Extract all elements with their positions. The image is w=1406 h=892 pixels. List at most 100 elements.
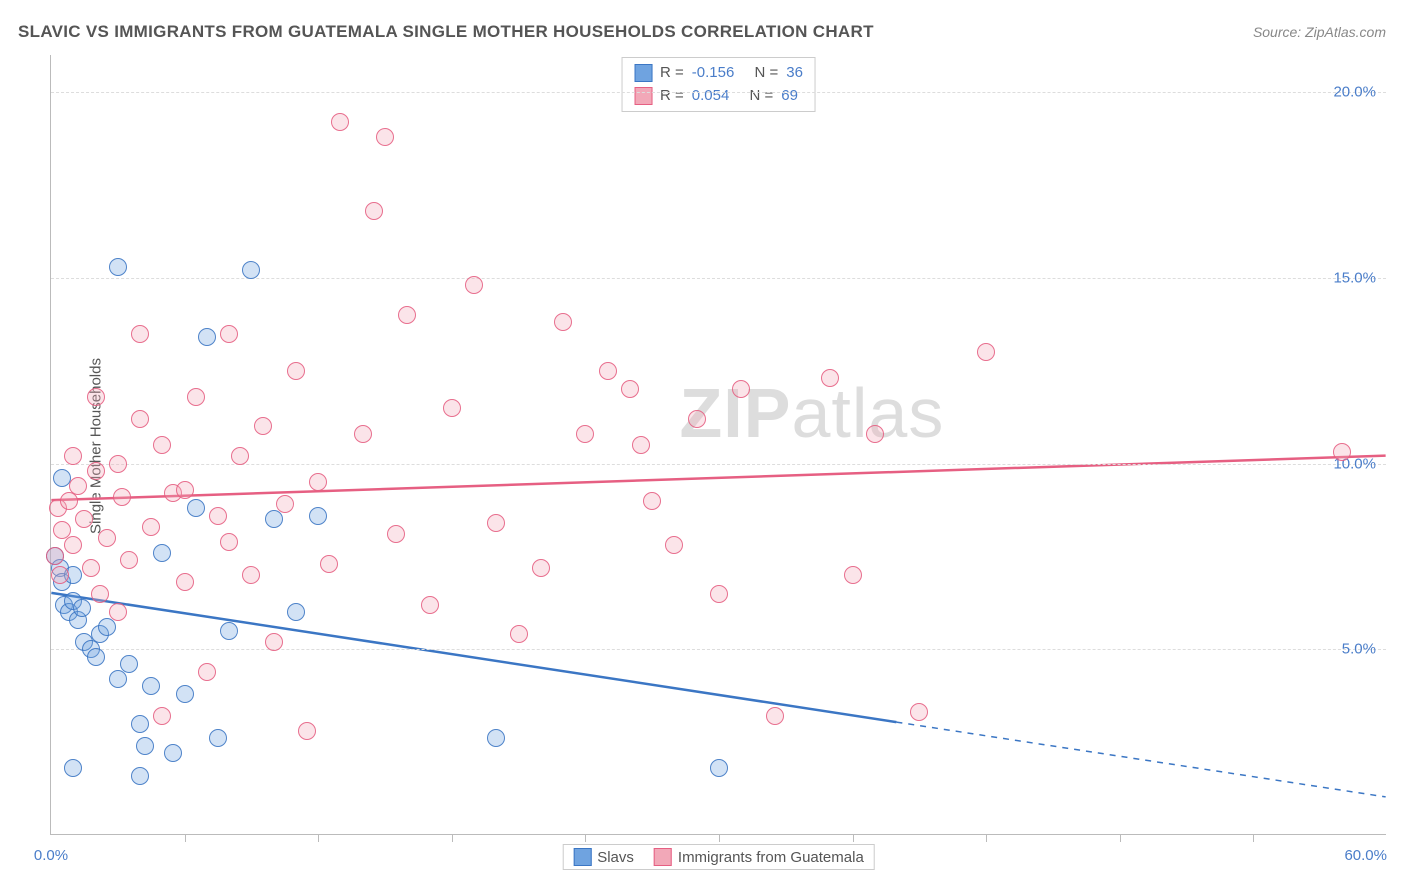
- data-point: [398, 306, 416, 324]
- data-point: [120, 551, 138, 569]
- data-point: [109, 258, 127, 276]
- y-tick-label: 5.0%: [1342, 641, 1376, 658]
- source-attribution: Source: ZipAtlas.com: [1253, 24, 1386, 40]
- data-point: [276, 495, 294, 513]
- data-point: [821, 369, 839, 387]
- data-point: [142, 677, 160, 695]
- data-point: [153, 707, 171, 725]
- data-point: [120, 655, 138, 673]
- data-point: [187, 388, 205, 406]
- swatch-guatemala: [634, 87, 652, 105]
- data-point: [1333, 443, 1351, 461]
- data-point: [287, 362, 305, 380]
- data-point: [320, 555, 338, 573]
- watermark: ZIPatlas: [680, 373, 945, 453]
- x-tick-label: 0.0%: [34, 847, 68, 864]
- data-point: [87, 462, 105, 480]
- data-point: [131, 767, 149, 785]
- data-point: [487, 729, 505, 747]
- data-point: [532, 559, 550, 577]
- data-point: [176, 481, 194, 499]
- data-point: [131, 715, 149, 733]
- data-point: [443, 399, 461, 417]
- data-point: [643, 492, 661, 510]
- data-point: [632, 436, 650, 454]
- x-tick: [719, 834, 720, 842]
- x-tick: [986, 834, 987, 842]
- x-tick: [318, 834, 319, 842]
- data-point: [109, 455, 127, 473]
- data-point: [209, 729, 227, 747]
- y-tick-label: 20.0%: [1333, 84, 1376, 101]
- data-point: [621, 380, 639, 398]
- data-point: [298, 722, 316, 740]
- data-point: [465, 276, 483, 294]
- chart-container: SLAVIC VS IMMIGRANTS FROM GUATEMALA SING…: [0, 0, 1406, 892]
- data-point: [331, 113, 349, 131]
- data-point: [131, 325, 149, 343]
- data-point: [98, 529, 116, 547]
- data-point: [198, 663, 216, 681]
- stats-row-slavs: R = -0.156 N = 36: [634, 62, 803, 85]
- data-point: [487, 514, 505, 532]
- trend-lines-svg: [51, 55, 1386, 834]
- data-point: [109, 603, 127, 621]
- data-point: [113, 488, 131, 506]
- x-tick: [1253, 834, 1254, 842]
- data-point: [844, 566, 862, 584]
- x-tick: [1120, 834, 1121, 842]
- data-point: [287, 603, 305, 621]
- data-point: [109, 670, 127, 688]
- data-point: [910, 703, 928, 721]
- data-point: [365, 202, 383, 220]
- stats-row-guatemala: R = 0.054 N = 69: [634, 85, 803, 108]
- data-point: [665, 536, 683, 554]
- data-point: [220, 325, 238, 343]
- data-point: [265, 510, 283, 528]
- legend-item-guatemala: Immigrants from Guatemala: [654, 848, 864, 866]
- data-point: [977, 343, 995, 361]
- legend: Slavs Immigrants from Guatemala: [562, 844, 875, 870]
- data-point: [510, 625, 528, 643]
- data-point: [242, 261, 260, 279]
- data-point: [576, 425, 594, 443]
- x-tick: [452, 834, 453, 842]
- data-point: [421, 596, 439, 614]
- data-point: [220, 622, 238, 640]
- data-point: [231, 447, 249, 465]
- data-point: [82, 559, 100, 577]
- data-point: [131, 410, 149, 428]
- correlation-stats-box: R = -0.156 N = 36 R = 0.054 N = 69: [621, 57, 816, 112]
- data-point: [87, 648, 105, 666]
- data-point: [73, 599, 91, 617]
- data-point: [209, 507, 227, 525]
- grid-line: [51, 464, 1386, 465]
- data-point: [176, 685, 194, 703]
- legend-item-slavs: Slavs: [573, 848, 634, 866]
- data-point: [87, 388, 105, 406]
- data-point: [64, 536, 82, 554]
- legend-swatch-slavs: [573, 848, 591, 866]
- data-point: [176, 573, 194, 591]
- data-point: [136, 737, 154, 755]
- x-tick: [853, 834, 854, 842]
- x-tick: [585, 834, 586, 842]
- data-point: [187, 499, 205, 517]
- data-point: [354, 425, 372, 443]
- data-point: [309, 473, 327, 491]
- data-point: [254, 417, 272, 435]
- data-point: [64, 447, 82, 465]
- data-point: [142, 518, 160, 536]
- data-point: [64, 759, 82, 777]
- data-point: [265, 633, 283, 651]
- data-point: [51, 566, 69, 584]
- data-point: [599, 362, 617, 380]
- data-point: [91, 585, 109, 603]
- data-point: [732, 380, 750, 398]
- data-point: [242, 566, 260, 584]
- data-point: [98, 618, 116, 636]
- data-point: [75, 510, 93, 528]
- data-point: [153, 544, 171, 562]
- plot-area: ZIPatlas R = -0.156 N = 36 R = 0.054 N =…: [50, 55, 1386, 835]
- data-point: [164, 744, 182, 762]
